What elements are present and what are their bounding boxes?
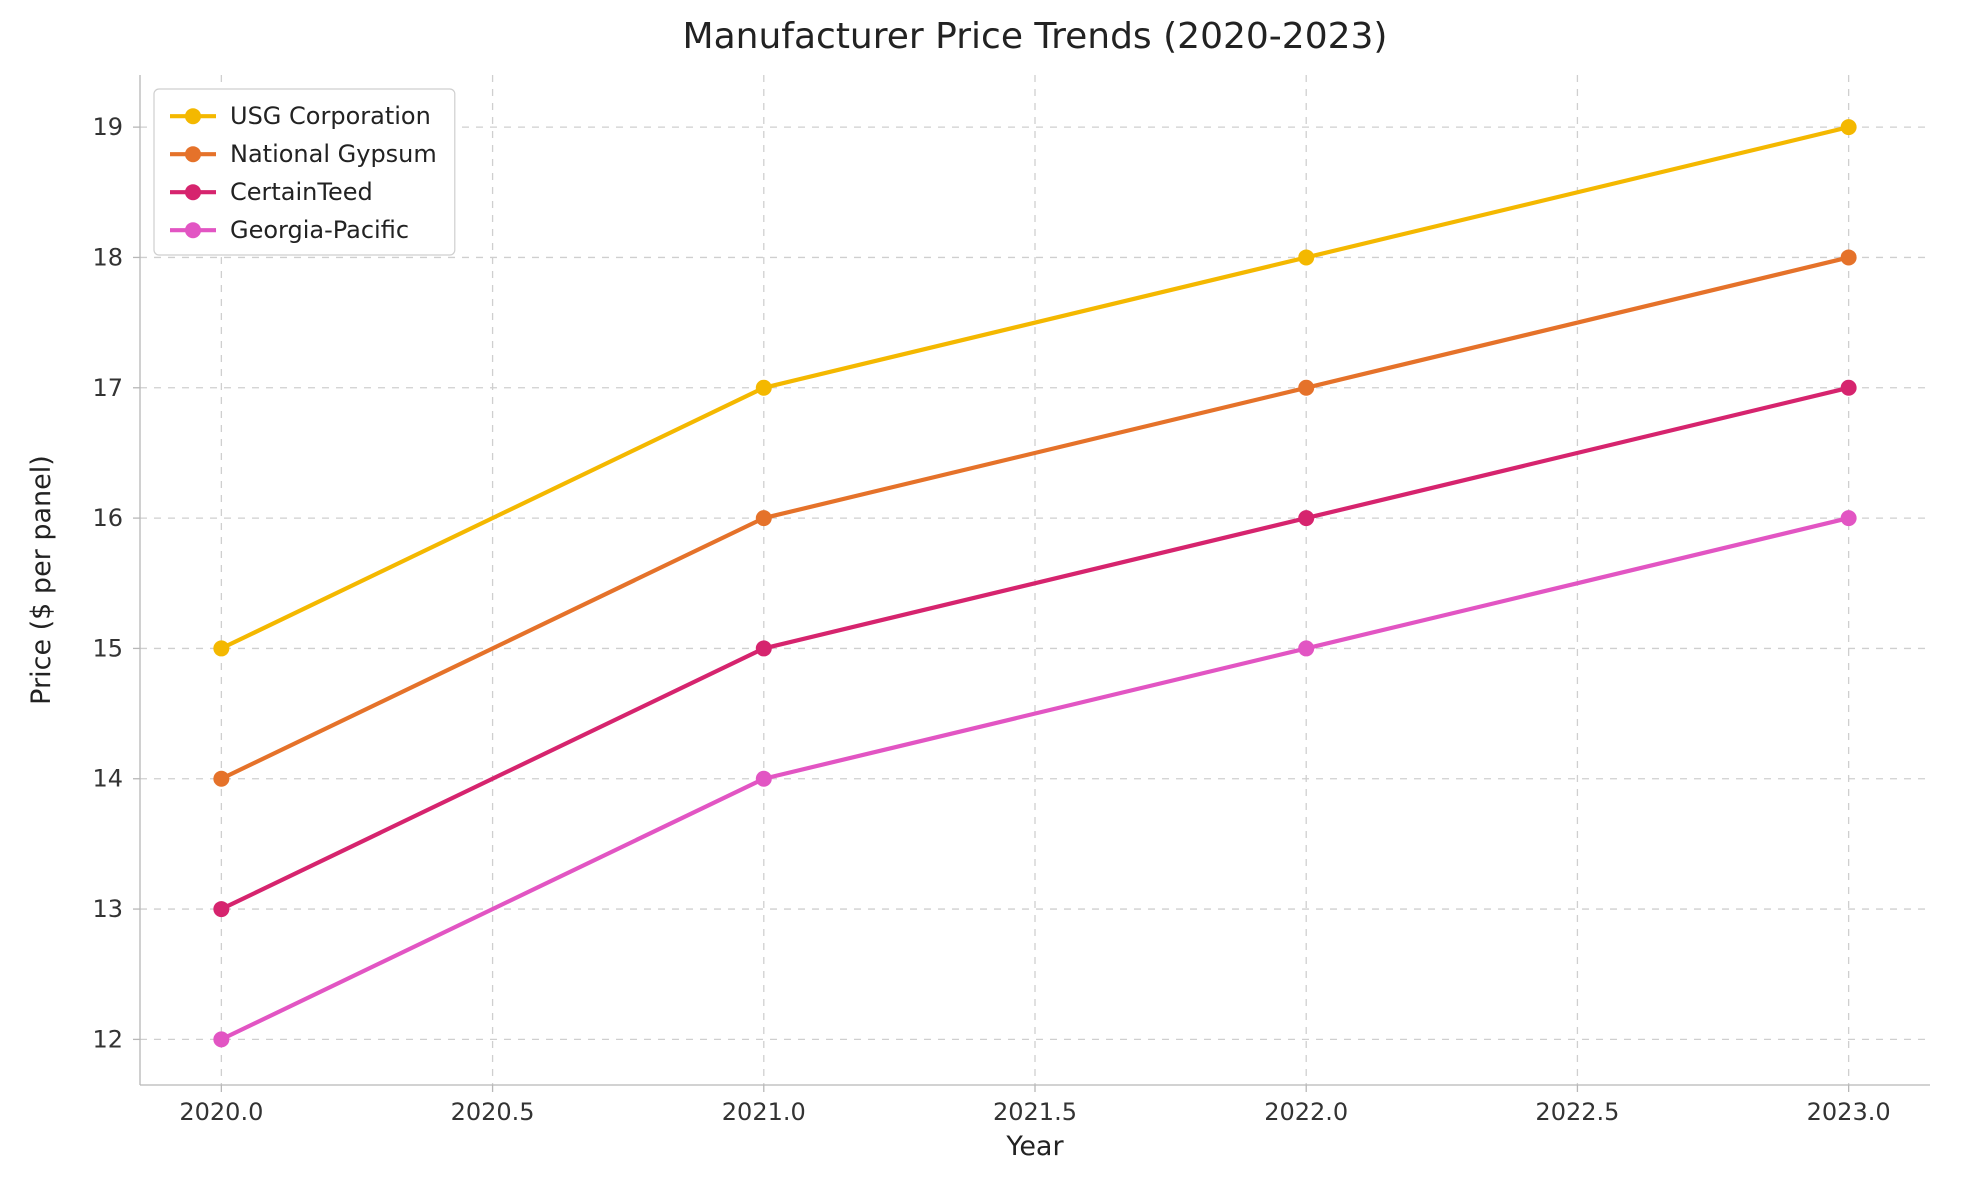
x-tick-label: 2021.5 bbox=[993, 1098, 1077, 1126]
x-tick-label: 2020.5 bbox=[451, 1098, 535, 1126]
series-marker bbox=[1841, 510, 1857, 526]
series-marker bbox=[213, 640, 229, 656]
series-marker bbox=[213, 901, 229, 917]
series-marker bbox=[1841, 380, 1857, 396]
legend-label: USG Corporation bbox=[230, 102, 431, 130]
series-marker bbox=[1298, 510, 1314, 526]
series-marker bbox=[1298, 249, 1314, 265]
y-tick-label: 15 bbox=[92, 634, 123, 662]
x-tick-label: 2022.5 bbox=[1535, 1098, 1619, 1126]
y-tick-label: 13 bbox=[92, 895, 123, 923]
chart-title: Manufacturer Price Trends (2020-2023) bbox=[683, 16, 1388, 57]
y-tick-label: 16 bbox=[92, 504, 123, 532]
legend-label: National Gypsum bbox=[230, 140, 437, 168]
y-tick-label: 17 bbox=[92, 374, 123, 402]
series-marker bbox=[756, 771, 772, 787]
legend-marker bbox=[185, 222, 201, 238]
series-marker bbox=[1841, 249, 1857, 265]
y-axis-label: Price ($ per panel) bbox=[26, 455, 57, 705]
series-marker bbox=[1298, 380, 1314, 396]
x-tick-label: 2021.0 bbox=[722, 1098, 806, 1126]
x-axis-label: Year bbox=[1005, 1131, 1064, 1162]
series-marker bbox=[213, 1031, 229, 1047]
series-marker bbox=[1298, 640, 1314, 656]
line-chart: 2020.0 2020.5 2021.0 2021.5 2022.0 2022.5 2023… bbox=[0, 0, 1979, 1180]
y-tick-label: 19 bbox=[92, 113, 123, 141]
legend-marker bbox=[185, 108, 201, 124]
x-tick-label: 2022.0 bbox=[1264, 1098, 1348, 1126]
legend-label: Georgia-Pacific bbox=[230, 216, 409, 244]
legend-marker bbox=[185, 146, 201, 162]
legend-label: CertainTeed bbox=[230, 178, 373, 206]
y-tick-label: 14 bbox=[92, 765, 123, 793]
legend-marker bbox=[185, 184, 201, 200]
x-tick-label: 2020.0 bbox=[179, 1098, 263, 1126]
chart-container: 2020.0 2020.5 2021.0 2021.5 2022.0 2022.5 2023… bbox=[0, 0, 1979, 1180]
series-marker bbox=[756, 510, 772, 526]
legend: USG Corporation National Gypsum CertainTee… bbox=[154, 89, 455, 255]
series-marker bbox=[1841, 119, 1857, 135]
x-tick-label: 2023.0 bbox=[1807, 1098, 1891, 1126]
y-tick-label: 18 bbox=[92, 243, 123, 271]
series-marker bbox=[213, 771, 229, 787]
series-marker bbox=[756, 640, 772, 656]
series-marker bbox=[756, 380, 772, 396]
y-tick-label: 12 bbox=[92, 1025, 123, 1053]
